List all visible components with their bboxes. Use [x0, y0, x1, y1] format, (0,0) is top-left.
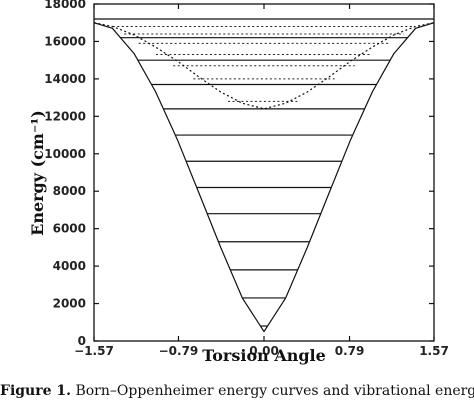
caption-text: Born–Oppenheimer energy curves and vibra… — [75, 383, 474, 399]
excited-state-curve — [94, 22, 434, 110]
caption-label: Figure 1. — [0, 383, 71, 399]
y-tick-label-5: 8000 — [53, 184, 86, 198]
y-tick-label-3: 4000 — [53, 259, 86, 273]
y-axis-title: Energy (cm⁻¹) — [28, 110, 47, 236]
y-tick-label-1: 0 — [78, 334, 86, 348]
y-tick-label-8: 14000 — [44, 72, 86, 86]
y-tick-label-6: 10000 — [44, 147, 86, 161]
x-tick-label-1: −1.57 — [74, 344, 114, 358]
ground-state-curve — [94, 22, 434, 333]
x-tick-label-4: 0.79 — [335, 344, 365, 358]
y-tick-label-9: 16000 — [44, 34, 86, 48]
y-tick-label-10: 18000 — [44, 0, 86, 11]
x-tick-label-5: 1.57 — [419, 344, 449, 358]
y-tick-label-4: 6000 — [53, 222, 86, 236]
x-axis-title: Torsion Angle — [202, 346, 326, 365]
y-tick-label-2: 2000 — [53, 297, 86, 311]
y-tick-label-7: 12000 — [44, 109, 86, 123]
x-tick-label-2: −0.79 — [159, 344, 199, 358]
figure-caption: Figure 1. Born–Oppenheimer energy curves… — [0, 383, 474, 403]
x-tick-label-3: 0.00 — [249, 344, 279, 358]
